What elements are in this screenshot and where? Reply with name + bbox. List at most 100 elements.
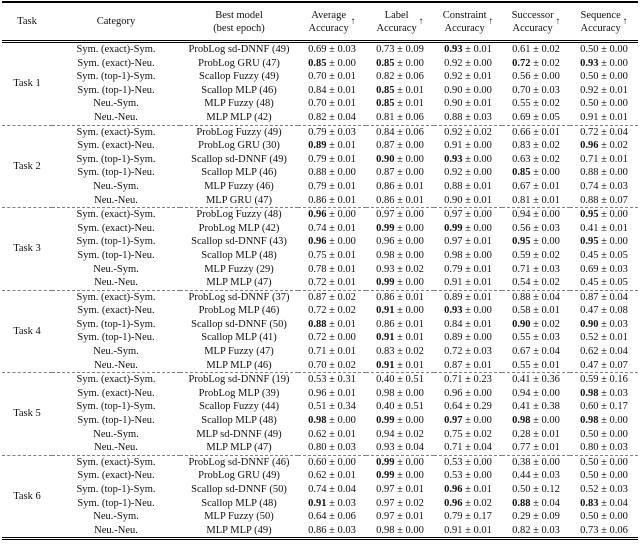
metric-value: 0.85 ± 0.01 xyxy=(376,98,424,110)
metric-mean: 0.71 xyxy=(444,374,463,386)
table-row: Neu.-Sym. MLP Fuzzy (29) 0.78 ± 0.01 0.93 ±… xyxy=(2,263,638,277)
col-header-label-accuracy: Label Accuracy ↑ xyxy=(366,2,434,43)
model-label: ProbLog MLP (42) xyxy=(198,222,280,234)
metric-value: 0.91 ± 0.01 xyxy=(444,277,492,289)
metric-mean: 0.73 xyxy=(580,524,599,536)
model-label: ProbLog MLP (46) xyxy=(198,305,280,317)
metric-value: 0.91 ± 0.03 xyxy=(308,497,356,509)
table-row: Task 6 Sym. (exact)-Sym. ProbLog sd-DNNF (… xyxy=(2,454,638,539)
metric-mean: 0.90 xyxy=(376,153,395,165)
metric-mean: 0.92 xyxy=(444,57,463,69)
model-label: MLP Fuzzy (46) xyxy=(204,180,274,192)
metric-value: 0.41 ± 0.36 xyxy=(502,372,570,387)
metric-value: 0.58 ± 0.01 xyxy=(512,305,560,317)
category-label: Sym. (top-1)-Neu. xyxy=(77,84,155,96)
category-label: Sym. (exact)-Neu. xyxy=(77,140,155,152)
metric-value: 0.88 ± 0.04 xyxy=(512,497,560,509)
metric-mean: 0.88 xyxy=(308,167,327,179)
metric-mean: 0.28 xyxy=(512,428,531,440)
metric-mean: 0.51 xyxy=(308,401,327,413)
metric-mean: 0.83 xyxy=(512,140,531,152)
header-line2: Accuracy xyxy=(444,23,485,34)
model-label: ProbLog Fuzzy (49) xyxy=(180,124,298,140)
metric-mean: 0.84 xyxy=(376,126,395,138)
task-label: Task 5 xyxy=(2,372,52,456)
metric-mean: 0.99 xyxy=(376,470,395,482)
metric-value: 0.71 ± 0.01 xyxy=(308,346,356,358)
category-label: Sym. (top-1)-Neu. xyxy=(77,332,155,344)
metric-value: 0.80 ± 0.03 xyxy=(580,442,628,454)
metric-value: 0.95 ± 0.00 xyxy=(570,207,638,222)
header-line1: Constraint xyxy=(442,9,487,21)
table-row: Sym. (top-1)-Sym. Scallop Fuzzy (44) 0.51 … xyxy=(2,400,638,414)
table-row: Neu.-Sym. MLP Fuzzy (50) 0.64 ± 0.06 0.97 ±… xyxy=(2,510,638,524)
metric-value: 0.79 ± 0.01 xyxy=(308,153,356,165)
metric-value: 0.84 ± 0.06 xyxy=(366,124,434,140)
metric-value: 0.28 ± 0.01 xyxy=(512,428,560,440)
metric-value: 0.47 ± 0.07 xyxy=(580,359,628,371)
metric-mean: 0.88 xyxy=(444,180,463,192)
table-row: Neu.-Neu. MLP MLP (42) 0.82 ± 0.04 0.81 ± 0… xyxy=(2,111,638,125)
table-row: Neu.-Sym. MLP Fuzzy (47) 0.71 ± 0.01 0.83 ±… xyxy=(2,345,638,359)
metric-value: 0.53 ± 0.31 xyxy=(298,372,366,387)
metric-mean: 0.82 xyxy=(512,524,531,536)
metric-value: 0.81 ± 0.01 xyxy=(512,194,560,206)
metric-mean: 0.63 xyxy=(512,153,531,165)
metric-value: 0.75 ± 0.02 xyxy=(444,428,492,440)
metric-mean: 0.78 xyxy=(308,263,327,275)
metric-mean: 0.94 xyxy=(512,209,531,221)
metric-value: 0.92 ± 0.00 xyxy=(444,167,492,179)
metric-value: 0.29 ± 0.09 xyxy=(512,511,560,523)
col-header-best-model: Best model (best epoch) xyxy=(180,2,298,43)
header-line2: (best epoch) xyxy=(213,23,265,34)
model-label: Scallop Fuzzy (49) xyxy=(199,71,279,83)
metric-value: 0.70 ± 0.01 xyxy=(308,71,356,83)
metric-value: 0.90 ± 0.02 xyxy=(512,318,560,330)
metric-value: 0.93 ± 0.01 xyxy=(444,44,492,55)
metric-value: 0.96 ± 0.02 xyxy=(580,140,628,152)
metric-mean: 0.92 xyxy=(444,71,463,83)
metric-value: 0.55 ± 0.02 xyxy=(512,98,560,110)
model-label: ProbLog sd-DNNF (19) xyxy=(180,372,298,387)
metric-mean: 0.73 xyxy=(376,44,395,55)
metric-value: 0.83 ± 0.04 xyxy=(580,497,628,509)
metric-mean: 0.58 xyxy=(512,305,531,317)
metric-value: 0.91 ± 0.01 xyxy=(580,111,628,123)
category-label: Sym. (top-1)-Neu. xyxy=(77,497,155,509)
metric-value: 0.79 ± 0.01 xyxy=(308,180,356,192)
metric-value: 0.94 ± 0.00 xyxy=(502,207,570,222)
metric-mean: 0.79 xyxy=(308,180,327,192)
metric-value: 0.89 ± 0.00 xyxy=(444,332,492,344)
metric-value: 0.71 ± 0.23 xyxy=(434,372,502,387)
metric-mean: 0.97 xyxy=(444,415,463,427)
header-line1: Successor xyxy=(511,9,554,21)
metric-value: 0.52 ± 0.01 xyxy=(580,332,628,344)
metric-mean: 0.29 xyxy=(512,511,531,523)
metric-value: 0.98 ± 0.00 xyxy=(512,415,560,427)
metric-mean: 0.96 xyxy=(580,140,599,152)
metric-mean: 0.87 xyxy=(376,167,395,179)
metric-mean: 0.89 xyxy=(444,332,463,344)
model-label: ProbLog sd-DNNF (37) xyxy=(180,289,298,305)
metric-value: 0.88 ± 0.00 xyxy=(308,167,356,179)
category-label: Sym. (exact)-Sym. xyxy=(52,289,180,305)
metric-mean: 0.88 xyxy=(308,318,327,330)
metric-mean: 0.90 xyxy=(580,318,599,330)
metric-mean: 0.97 xyxy=(376,497,395,509)
metric-value: 0.98 ± 0.00 xyxy=(376,387,424,399)
table-row: Sym. (exact)-Neu. ProbLog GRU (30) 0.89 ± … xyxy=(2,139,638,153)
metric-mean: 0.86 xyxy=(376,180,395,192)
category-label: Sym. (top-1)-Sym. xyxy=(76,71,156,83)
table-row: Sym. (top-1)-Neu. Scallop MLP (46) 0.88 ± … xyxy=(2,166,638,180)
metric-mean: 0.85 xyxy=(376,57,395,69)
metric-mean: 0.93 xyxy=(444,153,463,165)
metric-value: 0.91 ± 0.01 xyxy=(376,359,424,371)
metric-mean: 0.60 xyxy=(308,456,327,468)
metric-value: 0.92 ± 0.02 xyxy=(434,124,502,140)
metric-value: 0.91 ± 0.01 xyxy=(376,332,424,344)
metric-value: 0.98 ± 0.00 xyxy=(580,415,628,427)
model-label: ProbLog Fuzzy (48) xyxy=(180,207,298,222)
metric-mean: 0.80 xyxy=(308,442,327,454)
table-row: Sym. (top-1)-Neu. Scallop MLP (48) 0.98 ± … xyxy=(2,414,638,428)
metric-value: 0.92 ± 0.00 xyxy=(444,57,492,69)
